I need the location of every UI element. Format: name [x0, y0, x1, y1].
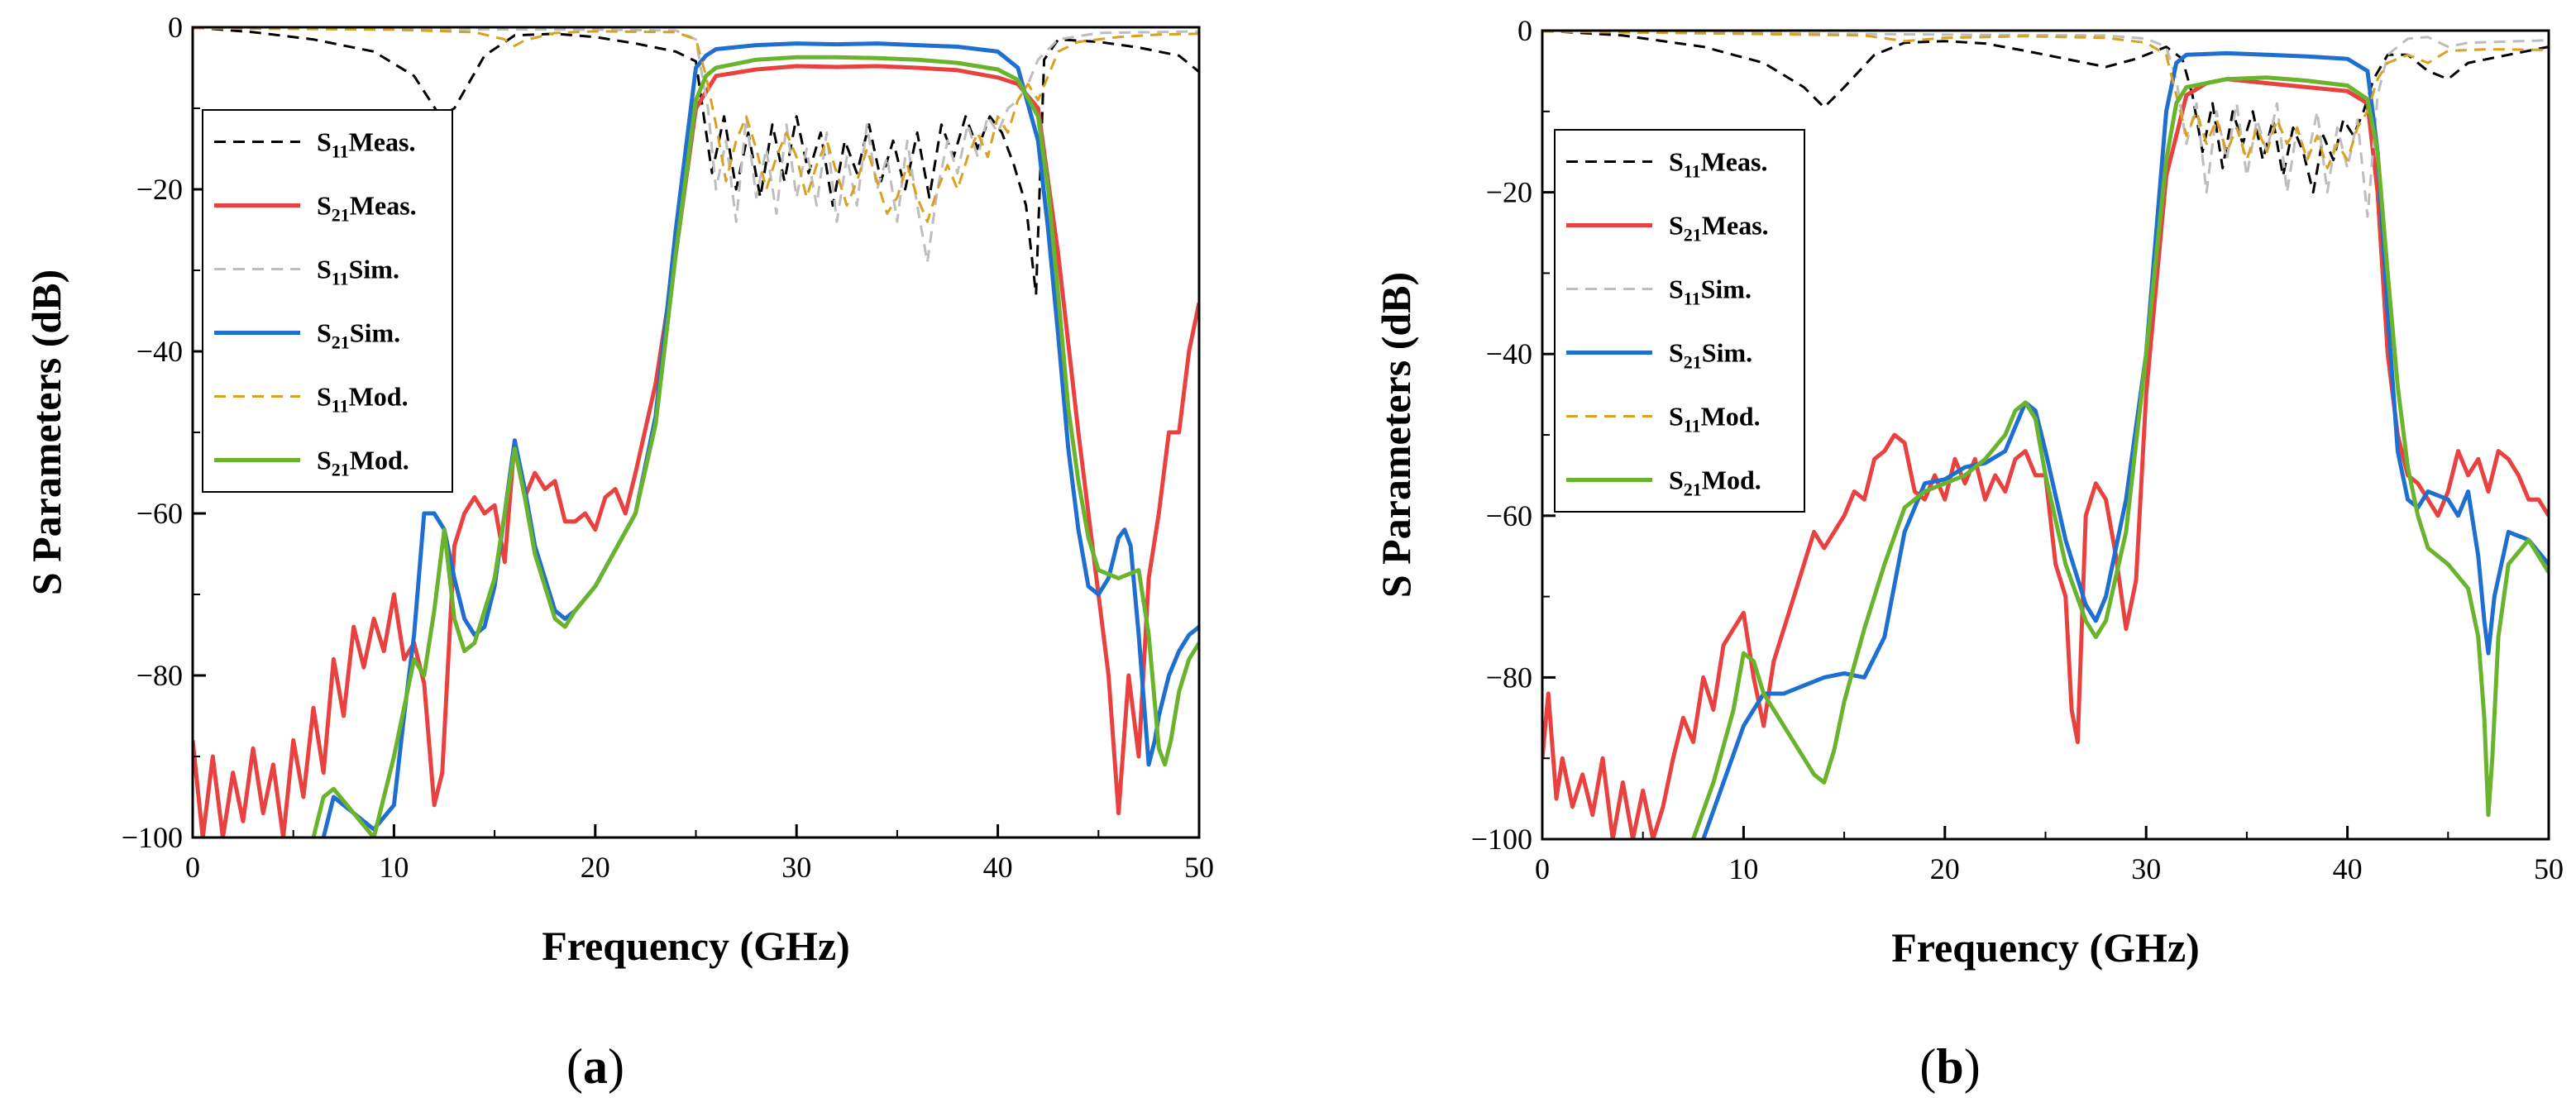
series-line-11-sim [1542, 31, 2549, 218]
legend-entry: S11Mod. [1669, 402, 1761, 437]
series-line-21-sim [321, 41, 1199, 837]
legend-entry: S11Sim. [1669, 274, 1752, 309]
legend-entry: S11Sim. [317, 255, 399, 289]
y-tick-label: −20 [136, 173, 183, 206]
x-tick-label: 40 [2333, 852, 2363, 885]
x-tick-label: 20 [581, 851, 610, 884]
legend-entry: S11Mod. [317, 382, 409, 417]
y-tick-label: −40 [1486, 337, 1532, 370]
y-tick-label: 0 [168, 11, 183, 44]
legend-entry: S11Meas. [1669, 147, 1767, 182]
x-axis-title: Frequency (GHz) [1891, 924, 2200, 971]
x-tick-label: 30 [2131, 852, 2161, 885]
y-tick-label: −20 [1486, 176, 1532, 209]
series-group [193, 27, 1199, 837]
series-line-21-meas [193, 64, 1199, 837]
legend: S11Meas. S21Meas. S11Sim. S21Sim. S11Mod. S21… [1554, 129, 1805, 513]
series-line-21-mod [311, 55, 1199, 837]
panel-label: (b) [1919, 1039, 1980, 1094]
y-tick-label: −100 [1471, 823, 1532, 856]
legend-entry: S11Meas. [317, 127, 415, 162]
legend-entry: S21Mod. [1669, 465, 1761, 500]
legend-entry: S21Meas. [1669, 211, 1769, 246]
legend: S11Meas. S21Meas. S11Sim. S21Sim. S11Mod. S21… [202, 109, 453, 493]
panel-label: (a) [566, 1039, 624, 1094]
y-tick-label: −60 [136, 497, 183, 530]
series-line-11-sim [193, 27, 1199, 264]
x-tick-label: 50 [1184, 851, 1214, 884]
series-line-21-mod [1691, 75, 2549, 839]
y-tick-label: −60 [1486, 499, 1532, 532]
legend-entry: S21Meas. [317, 191, 417, 226]
series-line-11-mod [1542, 31, 2549, 169]
x-tick-label: 10 [379, 851, 409, 884]
legend-box [1554, 129, 1805, 513]
series-line-21-meas [1542, 77, 2549, 839]
x-tick-label: 40 [983, 851, 1013, 884]
legend-entry: S21Mod. [317, 446, 409, 480]
legend-entry: S21Sim. [1669, 338, 1752, 373]
series-line-11-mod [193, 27, 1199, 223]
y-axis-title: S Parameters (dB) [1373, 272, 1419, 598]
series-group [1542, 31, 2549, 839]
y-tick-label: −40 [136, 335, 183, 368]
y-tick-label: −80 [1486, 661, 1532, 694]
x-axis-title: Frequency (GHz) [542, 923, 850, 969]
x-tick-label: 30 [781, 851, 811, 884]
y-axis-title: S Parameters (dB) [23, 270, 69, 595]
x-tick-label: 0 [185, 851, 200, 884]
x-tick-label: 0 [1535, 852, 1550, 885]
chart-panel-a: 0 10 20 30 40 50 0 −20 −40 −60 −80 −100 Frequency (G… [23, 11, 1214, 1094]
series-line-11-meas [193, 27, 1199, 296]
series-line-11-meas [1542, 31, 2549, 194]
series-line-21-sim [1701, 50, 2549, 839]
y-tick-label: −100 [122, 821, 183, 854]
legend-box [202, 109, 453, 493]
y-tick-label: −80 [136, 659, 183, 692]
x-tick-label: 50 [2534, 852, 2564, 885]
chart-panel-b: 0 10 20 30 40 50 0 −20 −40 −60 −80 −100 Frequency (G… [1373, 14, 2564, 1094]
x-tick-label: 20 [1930, 852, 1960, 885]
legend-entry: S21Sim. [317, 318, 400, 353]
x-tick-label: 10 [1728, 852, 1758, 885]
y-tick-label: 0 [1517, 14, 1532, 47]
